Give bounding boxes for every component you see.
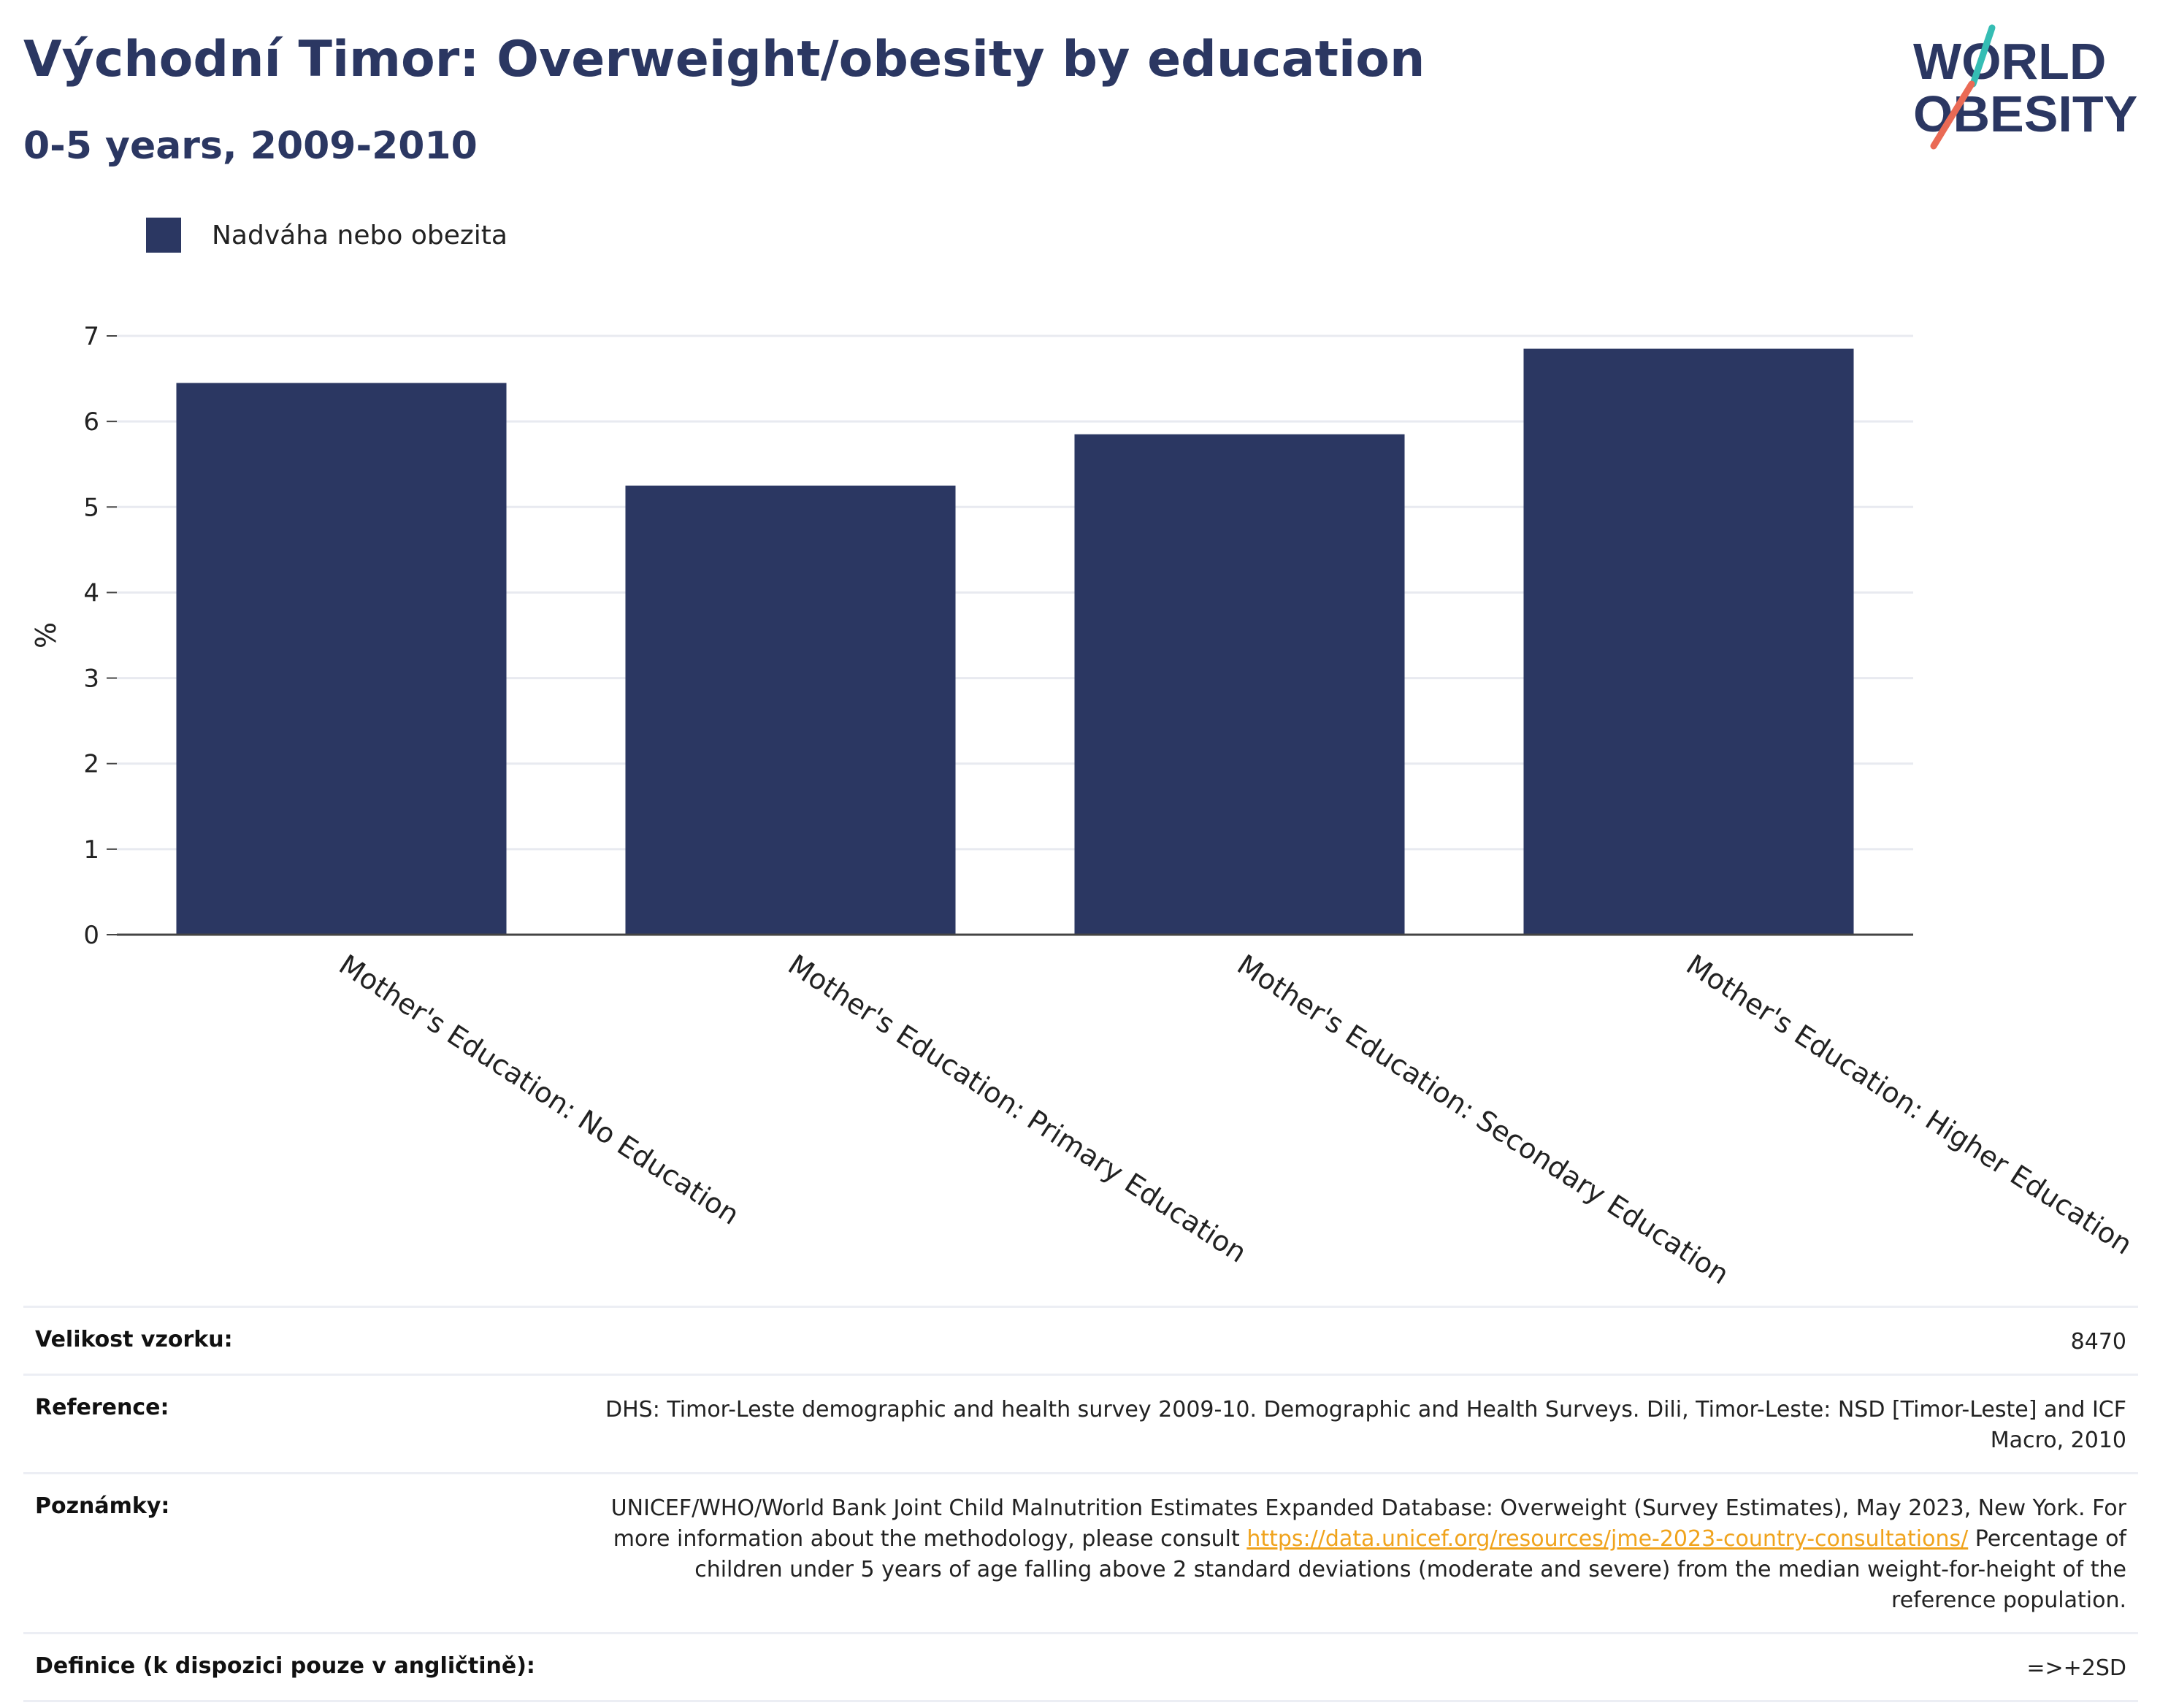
- legend-label: Nadváha nebo obezita: [212, 220, 508, 250]
- bar[interactable]: [625, 486, 956, 935]
- y-tick-label: 1: [83, 835, 99, 865]
- bar[interactable]: [1074, 434, 1405, 935]
- y-tick-label: 2: [83, 750, 99, 779]
- sample-size-value: 8470: [2070, 1329, 2126, 1355]
- legend-swatch: [146, 218, 181, 253]
- x-tick-label: Mother's Education: Primary Education: [783, 949, 1252, 1269]
- definition-label: Definice (k dispozici pouze v angličtině…: [35, 1653, 535, 1679]
- chart-title: Východní Timor: Overweight/obesity by ed…: [23, 31, 1425, 88]
- info-row-definition: Definice (k dispozici pouze v angličtině…: [23, 1632, 2138, 1702]
- x-tick-label: Mother's Education: Secondary Education: [1232, 949, 1735, 1285]
- y-axis-label: %: [30, 622, 62, 648]
- legend[interactable]: Nadváha nebo obezita: [146, 218, 508, 253]
- notes-text: UNICEF/WHO/World Bank Joint Child Malnut…: [610, 1496, 2126, 1552]
- notes-label: Poznámky:: [35, 1493, 170, 1519]
- y-tick-label: 3: [83, 665, 99, 694]
- info-row-reference: Reference: DHS: Timor-Leste demographic …: [23, 1374, 2138, 1472]
- notes-value: UNICEF/WHO/World Bank Joint Child Malnut…: [608, 1493, 2126, 1616]
- y-tick-label: 5: [83, 493, 99, 522]
- info-row-notes: Poznámky: UNICEF/WHO/World Bank Joint Ch…: [23, 1472, 2138, 1632]
- y-tick-label: 7: [83, 322, 99, 351]
- definition-value: =>+2SD: [2026, 1655, 2126, 1681]
- y-tick-label: 6: [83, 407, 99, 437]
- logo-word-world: WORLD: [1913, 33, 2106, 90]
- reference-value: DHS: Timor-Leste demographic and health …: [605, 1397, 2126, 1453]
- notes-text-2: Percentage of children under 5 years of …: [694, 1526, 2126, 1613]
- logo-slash-teal: [1969, 24, 1996, 88]
- reference-label: Reference:: [35, 1395, 169, 1420]
- chart-subtitle: 0-5 years, 2009-2010: [23, 124, 478, 168]
- logo-slash-coral: [1930, 80, 1975, 150]
- x-tick-label: Mother's Education: No Education: [334, 949, 746, 1231]
- sample-size-label: Velikost vzorku:: [35, 1327, 233, 1352]
- y-tick-label: 4: [83, 578, 99, 608]
- bar[interactable]: [1523, 348, 1854, 935]
- notes-link[interactable]: https://data.unicef.org/resources/jme-20…: [1246, 1526, 1969, 1552]
- info-row-sample: Velikost vzorku: 8470: [23, 1306, 2138, 1374]
- world-obesity-logo: WORLD OBESITY: [1913, 24, 2137, 150]
- x-tick-label: Mother's Education: Higher Education: [1681, 949, 2138, 1261]
- bar-chart: 0 1 2 3 4 5 6 7% Mother's Education: No Educatio…: [30, 322, 2138, 1285]
- info-table: Velikost vzorku: 8470 Reference: DHS: Ti…: [23, 1306, 2138, 1702]
- bar[interactable]: [176, 383, 507, 935]
- logo-word-obesity: OBESITY: [1913, 85, 2137, 142]
- y-tick-label: 0: [83, 921, 99, 950]
